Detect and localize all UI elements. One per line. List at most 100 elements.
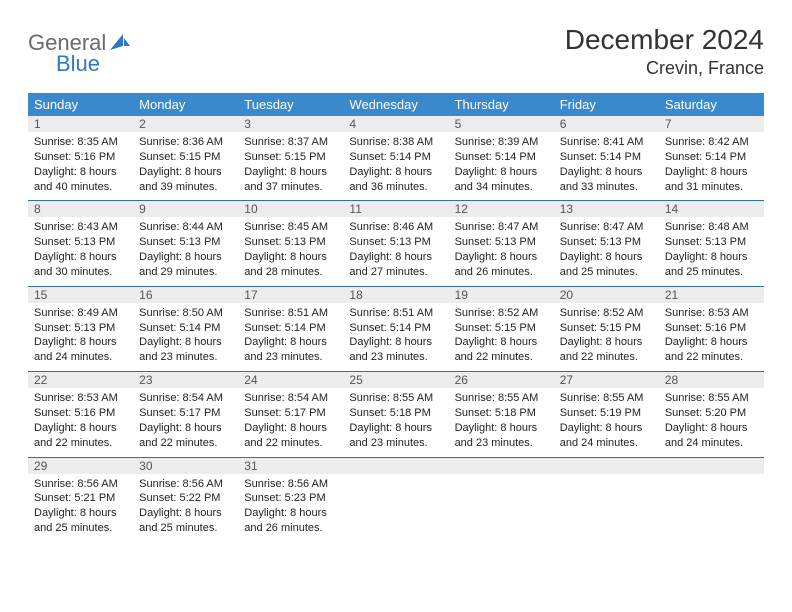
daylight-line: Daylight: 8 hours and 23 minutes. <box>349 335 442 365</box>
day-number-cell: 30 <box>133 457 238 474</box>
sunrise-line: Sunrise: 8:39 AM <box>455 135 548 150</box>
sunrise-line: Sunrise: 8:55 AM <box>665 391 758 406</box>
day-info-cell: Sunrise: 8:44 AMSunset: 5:13 PMDaylight:… <box>133 217 238 286</box>
day-number-cell: 5 <box>449 116 554 132</box>
day-number-cell: 21 <box>659 286 764 303</box>
day-number-cell: 8 <box>28 201 133 218</box>
day-info-cell: Sunrise: 8:49 AMSunset: 5:13 PMDaylight:… <box>28 303 133 372</box>
sunset-line: Sunset: 5:14 PM <box>349 321 442 336</box>
daylight-line: Daylight: 8 hours and 36 minutes. <box>349 165 442 195</box>
day-number-cell: 26 <box>449 372 554 389</box>
day-number-cell <box>659 457 764 474</box>
daylight-line: Daylight: 8 hours and 28 minutes. <box>244 250 337 280</box>
sunrise-line: Sunrise: 8:55 AM <box>455 391 548 406</box>
brand-text: General Blue <box>28 32 131 75</box>
day-number-cell: 2 <box>133 116 238 132</box>
day-info-cell <box>659 474 764 542</box>
sunset-line: Sunset: 5:13 PM <box>665 235 758 250</box>
sunset-line: Sunset: 5:17 PM <box>139 406 232 421</box>
day-info-cell: Sunrise: 8:36 AMSunset: 5:15 PMDaylight:… <box>133 132 238 201</box>
month-title: December 2024 <box>565 24 764 56</box>
daylight-line: Daylight: 8 hours and 40 minutes. <box>34 165 127 195</box>
daylight-line: Daylight: 8 hours and 34 minutes. <box>455 165 548 195</box>
weekday-header: Monday <box>133 93 238 116</box>
day-number-cell: 25 <box>343 372 448 389</box>
sunset-line: Sunset: 5:14 PM <box>244 321 337 336</box>
sunrise-line: Sunrise: 8:55 AM <box>349 391 442 406</box>
day-info-cell: Sunrise: 8:48 AMSunset: 5:13 PMDaylight:… <box>659 217 764 286</box>
day-number-cell: 13 <box>554 201 659 218</box>
sunrise-line: Sunrise: 8:50 AM <box>139 306 232 321</box>
day-number-cell: 12 <box>449 201 554 218</box>
day-info-cell: Sunrise: 8:56 AMSunset: 5:22 PMDaylight:… <box>133 474 238 542</box>
location-label: Crevin, France <box>565 58 764 79</box>
day-number-cell: 7 <box>659 116 764 132</box>
daylight-line: Daylight: 8 hours and 39 minutes. <box>139 165 232 195</box>
sunrise-line: Sunrise: 8:56 AM <box>139 477 232 492</box>
calendar-table: Sunday Monday Tuesday Wednesday Thursday… <box>28 93 764 542</box>
sunrise-line: Sunrise: 8:54 AM <box>244 391 337 406</box>
day-info-cell <box>554 474 659 542</box>
day-info-cell: Sunrise: 8:55 AMSunset: 5:20 PMDaylight:… <box>659 388 764 457</box>
sunrise-line: Sunrise: 8:56 AM <box>34 477 127 492</box>
day-number-cell: 23 <box>133 372 238 389</box>
daylight-line: Daylight: 8 hours and 22 minutes. <box>560 335 653 365</box>
sunset-line: Sunset: 5:13 PM <box>560 235 653 250</box>
weekday-header: Saturday <box>659 93 764 116</box>
daylight-line: Daylight: 8 hours and 31 minutes. <box>665 165 758 195</box>
sunrise-line: Sunrise: 8:47 AM <box>560 220 653 235</box>
weekday-header: Tuesday <box>238 93 343 116</box>
day-number-row: 293031 <box>28 457 764 474</box>
sunrise-line: Sunrise: 8:51 AM <box>244 306 337 321</box>
sunset-line: Sunset: 5:14 PM <box>349 150 442 165</box>
day-number-row: 22232425262728 <box>28 372 764 389</box>
sunrise-line: Sunrise: 8:52 AM <box>560 306 653 321</box>
sunset-line: Sunset: 5:13 PM <box>455 235 548 250</box>
day-number-cell: 16 <box>133 286 238 303</box>
daylight-line: Daylight: 8 hours and 22 minutes. <box>139 421 232 451</box>
daylight-line: Daylight: 8 hours and 33 minutes. <box>560 165 653 195</box>
sunrise-line: Sunrise: 8:53 AM <box>665 306 758 321</box>
daylight-line: Daylight: 8 hours and 22 minutes. <box>34 421 127 451</box>
daylight-line: Daylight: 8 hours and 25 minutes. <box>139 506 232 536</box>
day-info-cell: Sunrise: 8:52 AMSunset: 5:15 PMDaylight:… <box>554 303 659 372</box>
day-info-cell: Sunrise: 8:42 AMSunset: 5:14 PMDaylight:… <box>659 132 764 201</box>
sunset-line: Sunset: 5:13 PM <box>34 235 127 250</box>
sunrise-line: Sunrise: 8:53 AM <box>34 391 127 406</box>
day-info-cell: Sunrise: 8:37 AMSunset: 5:15 PMDaylight:… <box>238 132 343 201</box>
sunrise-line: Sunrise: 8:47 AM <box>455 220 548 235</box>
day-number-cell <box>449 457 554 474</box>
sunset-line: Sunset: 5:19 PM <box>560 406 653 421</box>
weekday-header-row: Sunday Monday Tuesday Wednesday Thursday… <box>28 93 764 116</box>
day-info-cell: Sunrise: 8:53 AMSunset: 5:16 PMDaylight:… <box>28 388 133 457</box>
day-info-cell: Sunrise: 8:39 AMSunset: 5:14 PMDaylight:… <box>449 132 554 201</box>
sunset-line: Sunset: 5:15 PM <box>455 321 548 336</box>
daylight-line: Daylight: 8 hours and 23 minutes. <box>244 335 337 365</box>
sunset-line: Sunset: 5:23 PM <box>244 491 337 506</box>
sunset-line: Sunset: 5:15 PM <box>560 321 653 336</box>
weekday-header: Sunday <box>28 93 133 116</box>
weekday-header: Friday <box>554 93 659 116</box>
calendar-page: General Blue December 2024 Crevin, Franc… <box>0 0 792 542</box>
daylight-line: Daylight: 8 hours and 29 minutes. <box>139 250 232 280</box>
sunset-line: Sunset: 5:13 PM <box>349 235 442 250</box>
day-number-cell: 22 <box>28 372 133 389</box>
sunset-line: Sunset: 5:14 PM <box>665 150 758 165</box>
day-info-cell: Sunrise: 8:55 AMSunset: 5:18 PMDaylight:… <box>449 388 554 457</box>
daylight-line: Daylight: 8 hours and 23 minutes. <box>349 421 442 451</box>
sunset-line: Sunset: 5:14 PM <box>455 150 548 165</box>
daylight-line: Daylight: 8 hours and 25 minutes. <box>34 506 127 536</box>
daylight-line: Daylight: 8 hours and 24 minutes. <box>34 335 127 365</box>
day-number-cell: 31 <box>238 457 343 474</box>
sunrise-line: Sunrise: 8:42 AM <box>665 135 758 150</box>
sunset-line: Sunset: 5:15 PM <box>139 150 232 165</box>
day-info-row: Sunrise: 8:49 AMSunset: 5:13 PMDaylight:… <box>28 303 764 372</box>
sunset-line: Sunset: 5:16 PM <box>34 150 127 165</box>
sunset-line: Sunset: 5:13 PM <box>244 235 337 250</box>
sunrise-line: Sunrise: 8:49 AM <box>34 306 127 321</box>
sunrise-line: Sunrise: 8:54 AM <box>139 391 232 406</box>
sunset-line: Sunset: 5:13 PM <box>139 235 232 250</box>
title-block: December 2024 Crevin, France <box>565 24 764 79</box>
day-number-cell: 20 <box>554 286 659 303</box>
day-info-cell: Sunrise: 8:52 AMSunset: 5:15 PMDaylight:… <box>449 303 554 372</box>
